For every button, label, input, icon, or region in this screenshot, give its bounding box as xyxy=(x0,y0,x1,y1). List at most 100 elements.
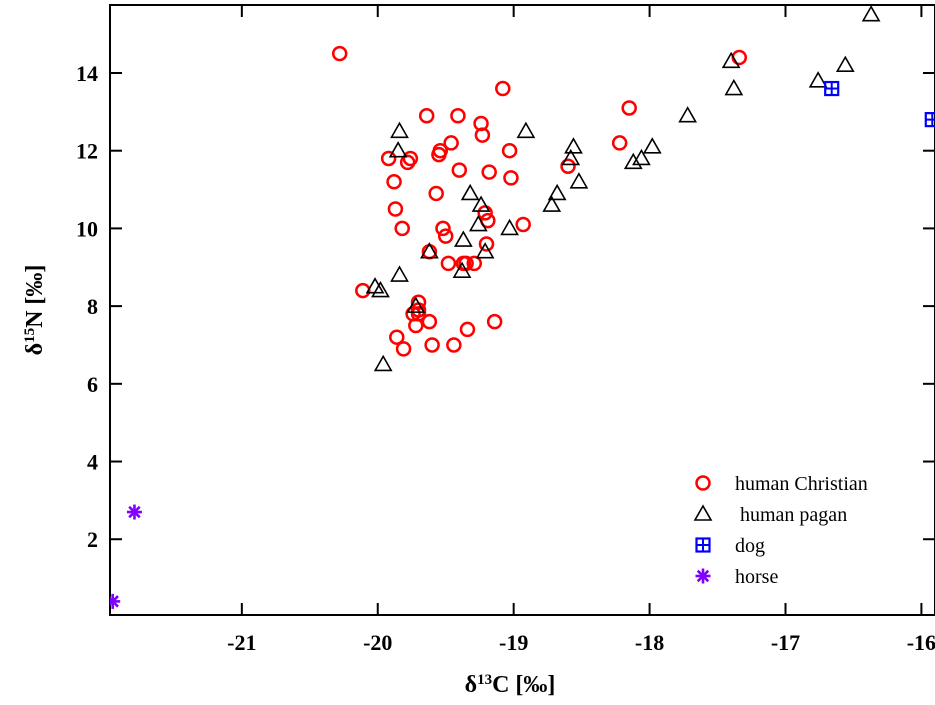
marker-triangle xyxy=(623,152,643,170)
marker-circle xyxy=(428,185,444,202)
x-tick-label: -20 xyxy=(363,630,392,655)
data-point xyxy=(564,137,583,154)
data-point xyxy=(406,296,426,313)
data-point xyxy=(623,152,643,170)
marker-circle xyxy=(486,313,503,330)
data-point xyxy=(477,205,493,221)
data-point xyxy=(501,142,518,159)
marker-triangle xyxy=(406,296,426,313)
marker-circle xyxy=(621,100,637,116)
marker-triangle xyxy=(808,71,828,88)
data-point xyxy=(451,162,468,178)
data-point xyxy=(373,354,393,372)
data-point xyxy=(390,121,409,139)
marker-circle xyxy=(450,107,466,124)
data-point xyxy=(418,107,435,124)
series-human-pagan xyxy=(365,5,881,372)
marker-circle xyxy=(560,158,576,174)
legend-marker xyxy=(695,568,711,584)
data-point xyxy=(861,5,881,22)
x-tick-label: -16 xyxy=(907,630,935,655)
marker-triangle xyxy=(500,218,519,236)
data-point xyxy=(478,236,495,252)
data-point xyxy=(402,150,419,167)
data-point xyxy=(410,306,427,322)
data-point xyxy=(721,51,741,69)
data-point xyxy=(452,261,472,278)
data-point xyxy=(453,230,473,247)
data-point xyxy=(642,137,662,154)
marker-circle xyxy=(355,282,371,299)
marker-triangle xyxy=(460,183,480,201)
marker-circle xyxy=(495,80,511,97)
x-tick-label: -18 xyxy=(635,630,664,655)
legend-label: human Christian xyxy=(735,473,868,495)
legend-label: human pagan xyxy=(740,504,847,526)
data-point xyxy=(515,216,531,233)
marker-circle xyxy=(421,313,438,330)
data-point xyxy=(440,255,457,272)
marker-triangle xyxy=(861,5,881,22)
data-point xyxy=(466,255,483,272)
legend-marker xyxy=(693,504,713,521)
x-tick-label: -19 xyxy=(499,630,528,655)
marker-circle xyxy=(477,205,493,221)
data-point xyxy=(835,55,855,73)
data-point xyxy=(621,100,637,116)
data-point xyxy=(432,142,449,159)
data-point xyxy=(724,78,744,96)
marker-circle xyxy=(474,127,491,143)
marker-triangle xyxy=(373,354,393,372)
data-point xyxy=(126,504,142,520)
data-point xyxy=(387,201,404,217)
data-point xyxy=(503,170,519,186)
data-point xyxy=(731,49,748,66)
data-point xyxy=(410,294,427,310)
data-point xyxy=(424,337,440,353)
marker-triangle xyxy=(721,51,741,69)
marker-circle xyxy=(481,164,497,180)
marker-circle xyxy=(459,321,476,338)
marker-triangle xyxy=(835,55,855,73)
marker-circle xyxy=(424,337,440,353)
data-point xyxy=(450,107,466,124)
marker-circle xyxy=(515,216,531,233)
data-point xyxy=(500,218,519,236)
legend-marker xyxy=(695,537,711,553)
marker-triangle xyxy=(569,172,589,189)
x-tick-label: -17 xyxy=(771,630,800,655)
marker-circle xyxy=(501,142,518,159)
data-point xyxy=(420,242,439,259)
marker-asterisk-arm xyxy=(110,595,119,606)
marker-circle xyxy=(695,475,711,491)
data-point xyxy=(471,195,491,212)
data-point xyxy=(388,141,408,158)
data-point xyxy=(468,214,488,232)
data-point xyxy=(443,135,459,151)
data-point xyxy=(437,228,454,244)
marker-triangle xyxy=(468,214,488,232)
marker-triangle xyxy=(561,148,581,166)
y-tick-label: 12 xyxy=(76,139,98,164)
legend-item: human Christian xyxy=(695,473,868,495)
data-point xyxy=(459,321,476,338)
data-point xyxy=(110,593,121,609)
marker-triangle xyxy=(475,242,495,259)
x-tick-label: -21 xyxy=(227,630,256,655)
marker-triangle xyxy=(632,148,651,166)
marker-circle xyxy=(432,142,449,159)
marker-circle xyxy=(395,341,412,357)
legend-label: horse xyxy=(735,566,778,588)
marker-circle xyxy=(435,220,451,237)
marker-circle xyxy=(394,220,410,237)
data-point xyxy=(808,71,828,88)
marker-triangle xyxy=(693,504,713,521)
series-horse xyxy=(110,504,142,609)
data-point xyxy=(380,150,397,167)
data-point xyxy=(331,45,348,62)
y-tick-label: 6 xyxy=(87,372,98,397)
marker-circle xyxy=(478,236,495,252)
y-tick-label: 2 xyxy=(87,527,98,552)
